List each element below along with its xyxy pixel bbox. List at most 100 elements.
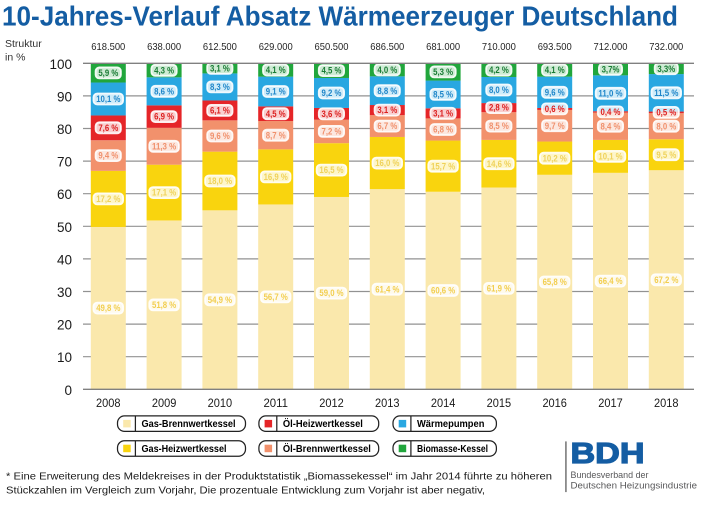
svg-text:61,4 %: 61,4 % [375, 284, 399, 294]
svg-text:638.000: 638.000 [147, 41, 181, 53]
svg-text:2009: 2009 [152, 398, 177, 410]
svg-text:9,5 %: 9,5 % [656, 150, 676, 160]
svg-text:30: 30 [57, 285, 72, 300]
svg-text:9,6 %: 9,6 % [210, 131, 230, 141]
svg-text:8,0 %: 8,0 % [489, 85, 509, 95]
svg-text:Biomasse-Kessel: Biomasse-Kessel [417, 443, 488, 455]
svg-text:* Eine Erweiterung des Meldekr: * Eine Erweiterung des Meldekreises in d… [6, 472, 552, 483]
svg-text:60,6 %: 60,6 % [431, 286, 455, 296]
svg-text:90: 90 [57, 89, 72, 104]
svg-text:612.500: 612.500 [203, 41, 237, 53]
svg-text:65,8 %: 65,8 % [543, 277, 567, 287]
svg-text:9,6 %: 9,6 % [545, 87, 565, 97]
svg-text:11,3 %: 11,3 % [152, 141, 176, 151]
svg-text:0,5 %: 0,5 % [656, 108, 676, 118]
svg-text:3,1 %: 3,1 % [210, 64, 230, 74]
svg-text:Wärmepumpen: Wärmepumpen [417, 418, 484, 430]
svg-text:8,7 %: 8,7 % [266, 130, 286, 140]
svg-text:0,4 %: 0,4 % [601, 107, 621, 117]
svg-text:8,3 %: 8,3 % [210, 82, 230, 92]
svg-text:4,5 %: 4,5 % [322, 66, 342, 76]
svg-text:3,6 %: 3,6 % [322, 109, 342, 119]
svg-text:in %: in % [5, 52, 25, 64]
svg-text:Struktur: Struktur [5, 38, 42, 50]
svg-text:7,6 %: 7,6 % [98, 123, 118, 133]
svg-text:56,7 %: 56,7 % [264, 292, 288, 302]
svg-text:2013: 2013 [375, 398, 400, 410]
svg-text:70: 70 [57, 155, 72, 170]
svg-text:693.500: 693.500 [538, 41, 572, 53]
svg-text:67,2 %: 67,2 % [654, 275, 678, 285]
svg-text:Gas-Heizwertkessel: Gas-Heizwertkessel [142, 443, 227, 455]
svg-text:6,7 %: 6,7 % [377, 121, 397, 131]
svg-text:54,9 %: 54,9 % [208, 295, 232, 305]
svg-text:66,4 %: 66,4 % [598, 276, 622, 286]
svg-text:16,5 %: 16,5 % [319, 165, 343, 175]
svg-text:8,4 %: 8,4 % [601, 121, 621, 131]
svg-text:10: 10 [57, 350, 72, 365]
svg-text:8,8 %: 8,8 % [377, 86, 397, 96]
svg-text:2016: 2016 [542, 398, 567, 410]
svg-text:59,0 %: 59,0 % [319, 288, 343, 298]
svg-text:3,7%: 3,7% [602, 64, 620, 74]
svg-text:2011: 2011 [263, 398, 288, 410]
svg-text:2008: 2008 [96, 398, 121, 410]
svg-text:17,1 %: 17,1 % [152, 188, 176, 198]
svg-text:Stückzahlen im Vergleich zum V: Stückzahlen im Vergleich zum Vorjahr, Di… [6, 486, 485, 497]
svg-text:2015: 2015 [487, 398, 512, 410]
svg-text:2018: 2018 [654, 398, 679, 410]
svg-text:681.000: 681.000 [426, 41, 460, 53]
svg-text:6,9 %: 6,9 % [154, 112, 174, 122]
svg-text:51,8 %: 51,8 % [152, 300, 176, 310]
svg-text:2014: 2014 [431, 398, 456, 410]
svg-text:712.000: 712.000 [594, 41, 628, 53]
svg-text:15,7 %: 15,7 % [431, 161, 455, 171]
svg-text:49,8 %: 49,8 % [96, 303, 120, 313]
svg-text:2017: 2017 [598, 398, 623, 410]
svg-text:8,6 %: 8,6 % [154, 86, 174, 96]
svg-text:10,1 %: 10,1 % [598, 152, 622, 162]
svg-text:2012: 2012 [319, 398, 344, 410]
svg-text:2010: 2010 [208, 398, 233, 410]
svg-text:18,0 %: 18,0 % [208, 176, 232, 186]
svg-text:8,0 %: 8,0 % [656, 121, 676, 131]
svg-text:6,1 %: 6,1 % [210, 106, 230, 116]
svg-text:650.500: 650.500 [315, 41, 349, 53]
svg-text:5,3 %: 5,3 % [433, 67, 453, 77]
svg-text:3,1 %: 3,1 % [433, 108, 453, 118]
svg-text:60: 60 [57, 187, 72, 202]
svg-text:9,4 %: 9,4 % [98, 151, 118, 161]
svg-text:11,0 %: 11,0 % [598, 88, 622, 98]
svg-text:6,8 %: 6,8 % [433, 125, 453, 135]
svg-text:710.000: 710.000 [482, 41, 516, 53]
svg-text:4,1 %: 4,1 % [545, 65, 565, 75]
svg-text:11,5 %: 11,5 % [654, 88, 678, 98]
svg-text:618.500: 618.500 [91, 41, 125, 53]
svg-text:9,1 %: 9,1 % [266, 87, 286, 97]
svg-text:686.500: 686.500 [370, 41, 404, 53]
svg-text:9,7 %: 9,7 % [545, 121, 565, 131]
svg-text:80: 80 [57, 122, 72, 137]
svg-text:3,3%: 3,3% [657, 64, 675, 74]
svg-text:17,2 %: 17,2 % [96, 194, 120, 204]
svg-text:40: 40 [57, 252, 72, 267]
svg-text:8,5 %: 8,5 % [433, 90, 453, 100]
svg-text:16,0 %: 16,0 % [375, 158, 399, 168]
svg-text:Öl-Brennwertkessel: Öl-Brennwertkessel [283, 442, 371, 455]
svg-text:20: 20 [57, 318, 72, 333]
svg-text:4,0 %: 4,0 % [377, 65, 397, 75]
svg-text:629.000: 629.000 [259, 41, 293, 53]
svg-text:100: 100 [49, 57, 72, 72]
svg-text:50: 50 [57, 220, 72, 235]
svg-text:4,5 %: 4,5 % [266, 109, 286, 119]
svg-text:BDH: BDH [571, 438, 645, 470]
svg-text:9,2 %: 9,2 % [322, 88, 342, 98]
svg-text:Bundesverband der: Bundesverband der [571, 470, 650, 481]
svg-text:Öl-Heizwertkessel: Öl-Heizwertkessel [283, 417, 363, 430]
svg-text:Gas-Brennwertkessel: Gas-Brennwertkessel [142, 418, 236, 430]
svg-text:10,1 %: 10,1 % [96, 94, 120, 104]
svg-text:3,1 %: 3,1 % [377, 105, 397, 115]
svg-text:10-Jahres-Verlauf Absatz Wärme: 10-Jahres-Verlauf Absatz Wärmeerzeuger D… [2, 1, 678, 32]
svg-text:2,8 %: 2,8 % [489, 103, 509, 113]
svg-text:61,9 %: 61,9 % [487, 284, 511, 294]
